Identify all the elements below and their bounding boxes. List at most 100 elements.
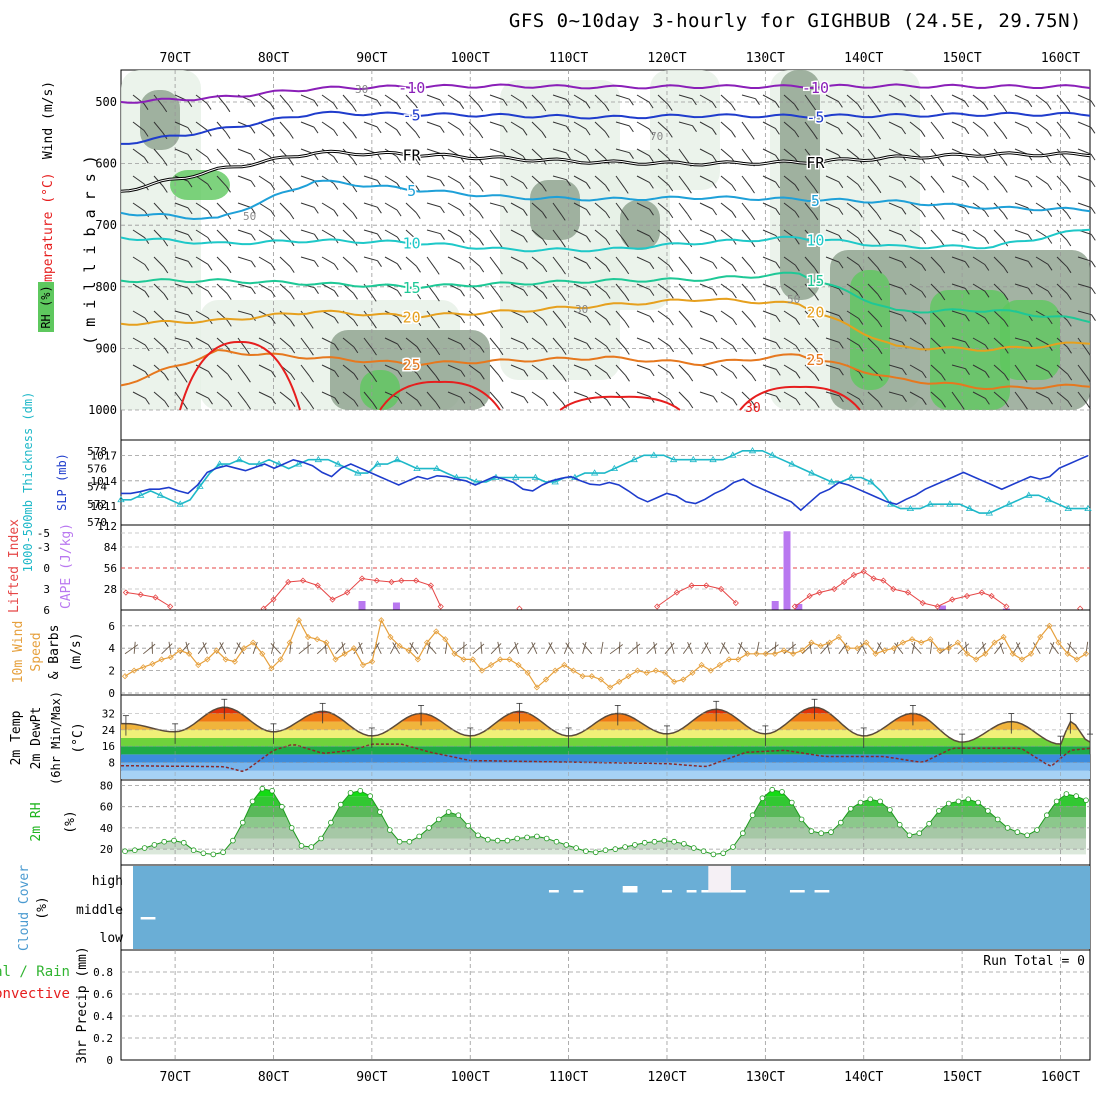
rh-contour-label: 30 [355, 83, 368, 96]
rh-point [927, 821, 932, 826]
bottom-x-tick-label: 70CT [159, 1070, 190, 1085]
rh-shade-area [780, 70, 820, 300]
isotherm-label: 25 [403, 356, 421, 374]
temp-band [121, 746, 1090, 754]
rh-point [897, 822, 902, 827]
rh-shade-area [360, 370, 400, 410]
rh-point [152, 843, 157, 848]
rh-point [829, 830, 834, 835]
cape-bar [359, 601, 366, 610]
cape-tick-label: 112 [97, 520, 117, 533]
cloud-segment [815, 890, 830, 893]
rh-point [956, 799, 961, 804]
isotherm-label: 5 [811, 192, 820, 210]
bottom-x-tick-label: 120CT [647, 1070, 686, 1085]
rh-point [1025, 833, 1030, 838]
wind-barb-flag [1091, 154, 1095, 160]
pressure-axis-label: ( m i l l i b a r s ) [81, 155, 99, 345]
bottom-x-tick-label: 100CT [451, 1070, 490, 1085]
slp-axis-label: SLP (mb) [55, 453, 69, 511]
rh-point [682, 841, 687, 846]
isotherm-label: FR [806, 154, 825, 172]
rh-point [662, 838, 667, 843]
cloud-segment [141, 917, 156, 920]
rh-base [121, 854, 1090, 865]
top-x-tick-label: 80CT [258, 51, 289, 66]
cloud-axis-label-1: Cloud Cover [17, 865, 32, 951]
isotherm-label: 15 [806, 272, 824, 290]
rh-point [181, 840, 186, 845]
isotherm-label: -10 [398, 79, 425, 97]
temp-axis-label-1: 2m Temp [9, 710, 24, 765]
temp-band [121, 763, 1090, 771]
wind-tick-label: 6 [108, 620, 115, 633]
precip-tick-label: 0.4 [93, 1010, 113, 1023]
cape-bar [784, 531, 791, 610]
rh-point [338, 802, 343, 807]
rh-contour-label: 30 [575, 303, 588, 316]
rh-point [505, 838, 510, 843]
rh-point [1084, 798, 1089, 803]
isotherm-label: 20 [806, 304, 824, 322]
cape-bar [772, 601, 779, 610]
chart-title: GFS 0~10day 3-hourly for GIGHBUB (24.5E,… [509, 10, 1082, 32]
rh-point [868, 797, 873, 802]
rh-point [819, 831, 824, 836]
precip-tick-label: 0.2 [93, 1032, 113, 1045]
rh-point [878, 799, 883, 804]
wind-barb-flag [1091, 101, 1095, 107]
rh-point [172, 838, 177, 843]
rh-point [495, 838, 500, 843]
rh-point [976, 800, 981, 805]
rh-axis-label: RH (%) [39, 285, 53, 328]
isotherm-label: 10 [806, 231, 824, 249]
rh-point [1064, 792, 1069, 797]
rh-point [240, 820, 245, 825]
isotherm-label: 20 [403, 309, 421, 327]
rh-point [691, 846, 696, 851]
rh-point [593, 850, 598, 855]
rh-point [672, 839, 677, 844]
rh-point [1044, 813, 1049, 818]
rh-point [740, 831, 745, 836]
rh-point [1015, 830, 1020, 835]
temperature-axis-label: Temperature (°C) [41, 172, 56, 297]
temp-tick-label: 24 [102, 724, 116, 737]
rh-point [809, 829, 814, 834]
rh-point [329, 820, 334, 825]
wind-barb-flag [1091, 181, 1095, 187]
isotherm-label: -5 [806, 108, 824, 126]
rh-tick-label: 60 [100, 801, 113, 814]
rh-point [319, 836, 324, 841]
top-x-tick-label: 160CT [1041, 51, 1080, 66]
rh-point [162, 839, 167, 844]
cape-tick-label: 84 [104, 541, 118, 554]
cloud-layer-label: middle [76, 903, 123, 918]
bottom-x-tick-label: 110CT [549, 1070, 588, 1085]
rh-point [250, 799, 255, 804]
precip-tick-label: 0.6 [93, 988, 113, 1001]
rh-point [525, 835, 530, 840]
bottom-x-tick-label: 90CT [356, 1070, 387, 1085]
rh-point [799, 817, 804, 822]
bottom-x-tick-label: 80CT [258, 1070, 289, 1085]
bottom-x-tick-label: 130CT [746, 1070, 785, 1085]
rh-point [427, 826, 432, 831]
cape-tick-label: 28 [104, 583, 117, 596]
rh-point [299, 844, 304, 849]
rh-point [309, 845, 314, 850]
precip-tick-label: 0 [106, 1054, 113, 1067]
rh-point [780, 790, 785, 795]
thickness-axis-label: 1000-500mb Thickness (dm) [21, 392, 35, 573]
rh-point [574, 846, 579, 851]
wind-tick-label: 0 [108, 687, 115, 700]
lifted-index-axis-label: Lifted Index [7, 519, 22, 613]
top-x-tick-label: 140CT [844, 51, 883, 66]
rh-point [436, 817, 441, 822]
precip-legend-convective: Convective [0, 986, 70, 1002]
precip-axis-label: 3hr Precip (mm) [75, 946, 90, 1063]
rh-point [603, 848, 608, 853]
wind-tick-label: 2 [108, 665, 115, 678]
temp-axis-label-3: (6hr Min/Max) [49, 691, 63, 785]
